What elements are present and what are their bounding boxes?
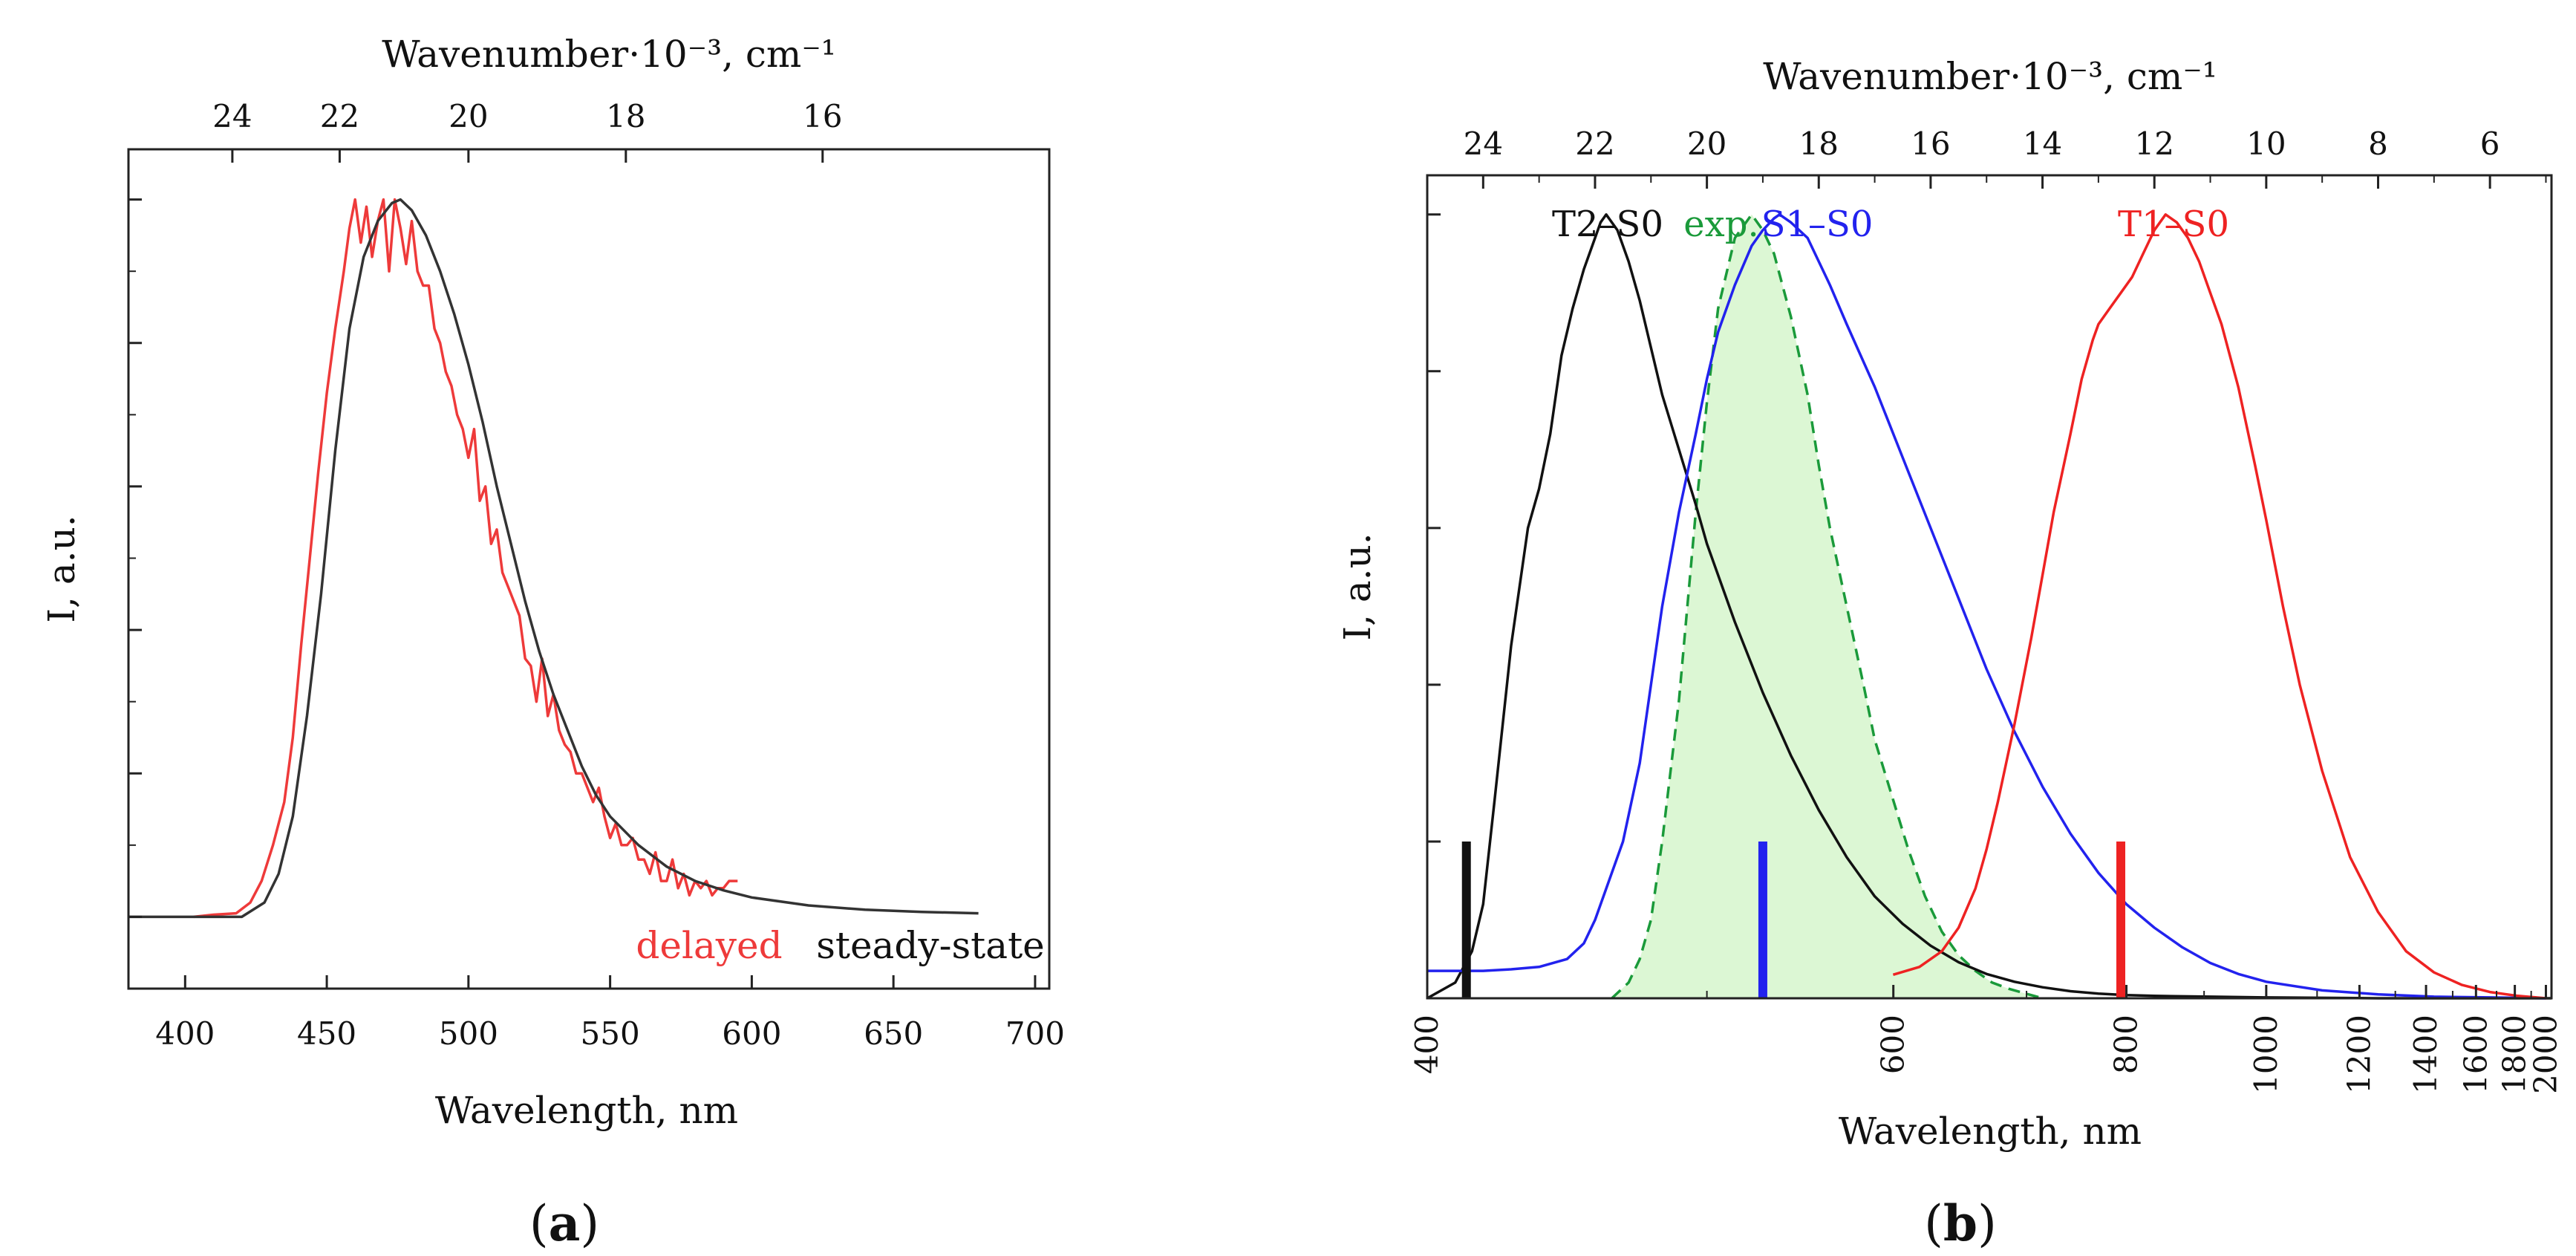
annotation-exp: exp.: [1683, 204, 1758, 245]
series-line-steady-state: [128, 198, 979, 919]
top-tick-label-a: 22: [320, 98, 359, 134]
x-tick-label-b: 1400: [2407, 1015, 2444, 1094]
annotation-t2-s0: T2–S0: [1552, 204, 1663, 245]
transition-bar-t2-s0-transition: [1461, 841, 1471, 998]
x-tick-label-b: 800: [2108, 1015, 2145, 1074]
panel-label-a-letter: a: [549, 1194, 581, 1252]
panel-label-a: (a): [529, 1194, 599, 1252]
plot-frame-b: [1426, 174, 2553, 1000]
annotation-s1-s0: S1–S0: [1761, 204, 1874, 245]
transition-bar-s1-s0-transition: [1758, 841, 1767, 998]
x-tick-label-a: 700: [1005, 1015, 1065, 1052]
x-tick-label-a: 600: [722, 1015, 781, 1052]
top-tick-label-b: 16: [1911, 126, 1950, 162]
x-tick-label-b: 1000: [2248, 1015, 2284, 1094]
series-line-s1-s0: [1427, 213, 2546, 1000]
plot-frame-a: [127, 148, 1051, 990]
x-tick-label-a: 650: [864, 1015, 923, 1052]
transition-bar-t1-s0-transition: [2116, 841, 2126, 998]
top-tick-label-a: 20: [449, 98, 488, 134]
top-tick-label-a: 24: [212, 98, 252, 134]
top-tick-label-b: 12: [2134, 126, 2174, 162]
legend-label-delayed: delayed: [636, 924, 782, 967]
x-tick-label-a: 400: [155, 1015, 215, 1052]
top-tick-label-b: 8: [2368, 126, 2388, 162]
x-tick-label-b: 1800: [2497, 1015, 2533, 1094]
top-tick-label-b: 18: [1799, 126, 1839, 162]
x-tick-label-b: 2000: [2527, 1015, 2563, 1094]
series-line-t1-s0: [1892, 213, 2546, 1000]
top-tick-label-b: 22: [1575, 126, 1614, 162]
top-tick-label-a: 18: [606, 98, 645, 134]
top-tick-label-a: 16: [803, 98, 842, 134]
x-tick-label-a: 450: [297, 1015, 356, 1052]
series-line-t2-s0: [1426, 213, 2551, 1000]
top-tick-label-b: 6: [2480, 126, 2500, 162]
top-axis-title-a: Wavenumber·10⁻³, cm⁻¹: [382, 33, 836, 76]
top-tick-label-b: 10: [2246, 126, 2286, 162]
plot-area-a: [128, 149, 1049, 989]
top-tick-label-b: 24: [1464, 126, 1503, 162]
top-tick-label-b: 14: [2023, 126, 2062, 162]
panel-label-b-letter: b: [1943, 1194, 1977, 1252]
x-tick-label-b: 1200: [2341, 1015, 2377, 1094]
panel-label-b-open: (: [1924, 1195, 1943, 1252]
x-tick-label-b: 600: [1875, 1015, 1911, 1074]
panel-label-b: (b): [1924, 1194, 1997, 1252]
series-fill-exp: [1611, 214, 2043, 998]
panel-label-a-close: ): [580, 1195, 599, 1252]
x-tick-label-a: 500: [439, 1015, 498, 1052]
legend-label-steady-state: steady-state: [816, 924, 1045, 967]
plot-area-b: [1427, 175, 2551, 998]
y-axis-title-a: I, a.u.: [40, 515, 83, 622]
chart-panel-a: 400 450 500 550 600 650 700 24 22 20 18 16 Wavenumb…: [40, 33, 1065, 1252]
x-tick-label-a: 550: [581, 1015, 640, 1052]
x-tick-label-b: 400: [1409, 1015, 1445, 1074]
x-axis-title-b: Wavelength, nm: [1839, 1110, 2142, 1153]
y-axis-title-b: I, a.u.: [1336, 533, 1379, 640]
panel-label-b-close: ): [1977, 1195, 1997, 1252]
annotation-t1-s0: T1–S0: [2118, 204, 2229, 245]
x-axis-title-a: Wavelength, nm: [435, 1089, 738, 1132]
top-tick-label-b: 20: [1687, 126, 1726, 162]
series-line-exp: [1611, 213, 2044, 1000]
x-tick-label-b: 1600: [2457, 1015, 2494, 1094]
top-axis-title-b: Wavenumber·10⁻³, cm⁻¹: [1763, 55, 2217, 98]
series-line-delayed: [193, 198, 738, 919]
panel-label-a-open: (: [529, 1195, 549, 1252]
